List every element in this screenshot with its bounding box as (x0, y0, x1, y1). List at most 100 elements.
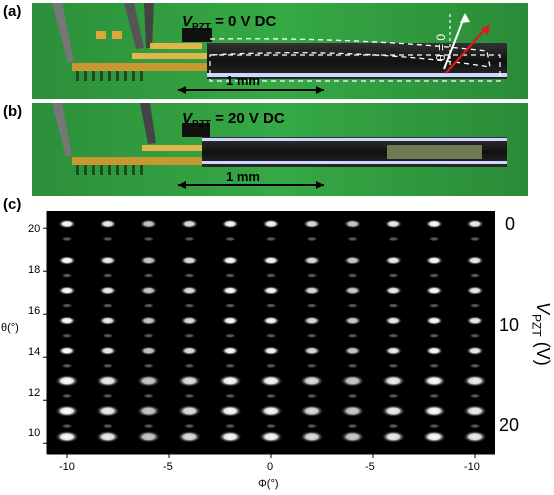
diffraction-spot (58, 346, 76, 356)
diffraction-spot (183, 393, 196, 399)
diffraction-spot (428, 423, 441, 429)
diffraction-spot (265, 303, 277, 309)
right-axis-title: VPZT (V) (529, 302, 553, 366)
diffraction-spot (101, 236, 114, 242)
diffraction-spot (136, 404, 161, 417)
diffraction-spot (55, 430, 79, 443)
diffraction-spot (259, 404, 283, 417)
diffraction-spot (177, 430, 202, 443)
diffraction-spot (302, 286, 321, 296)
panel-b-voltage-label: VPZT = 20 V DC (182, 110, 285, 130)
diffraction-spot (183, 273, 196, 279)
diffraction-spot (183, 303, 196, 309)
diffraction-spot (221, 219, 240, 229)
diffraction-spot (466, 346, 484, 356)
diffraction-spot (428, 333, 441, 339)
diffraction-spot (95, 374, 120, 387)
diffraction-spot (340, 374, 365, 387)
diffraction-spot (422, 430, 447, 443)
diffraction-spot (55, 374, 79, 387)
diffraction-spot (55, 404, 79, 417)
diffraction-spot (469, 273, 481, 279)
panel-a-photo: VPZT = 0 V DC 1 mm θ = 0 (32, 3, 528, 99)
diffraction-spot (463, 374, 487, 387)
diffraction-spot (61, 333, 73, 339)
right-tick-20: 20 (499, 415, 520, 435)
diffraction-spot (302, 219, 321, 229)
diffraction-spot (101, 393, 114, 399)
diffraction-spot (463, 430, 487, 443)
diffraction-spot (142, 303, 155, 309)
x-tick-3: 0 (267, 461, 274, 473)
diffraction-spot (265, 333, 277, 339)
diffraction-spot (469, 423, 481, 429)
diffraction-spot (466, 286, 484, 296)
y-tick-12: 12 (28, 387, 41, 399)
diffraction-spot (259, 430, 283, 443)
diffraction-spot (183, 236, 196, 242)
diffraction-spot (139, 346, 158, 356)
diffraction-spot (469, 236, 481, 242)
diffraction-spot (98, 286, 117, 296)
diffraction-spot (142, 363, 155, 369)
diffraction-spot (425, 255, 444, 265)
diffraction-spot (224, 273, 237, 279)
diffraction-spot (262, 316, 280, 326)
diffraction-spot (384, 286, 403, 296)
diffraction-spot (299, 430, 324, 443)
diffraction-spot (224, 423, 237, 429)
diffraction-spot (224, 236, 237, 242)
diffraction-spot (305, 363, 318, 369)
x-tick-1: -10 (59, 461, 75, 473)
diffraction-spot (469, 333, 481, 339)
diffraction-spot (61, 303, 73, 309)
diffraction-spot (177, 374, 202, 387)
diffraction-spot (183, 333, 196, 339)
diffraction-spot (142, 236, 155, 242)
diffraction-spot (95, 430, 120, 443)
diffraction-spot (425, 219, 444, 229)
diffraction-spot (262, 346, 280, 356)
diffraction-spot (387, 363, 400, 369)
diffraction-pattern (47, 211, 495, 454)
diffraction-spot (61, 236, 73, 242)
diffraction-spot (265, 273, 277, 279)
panel-b-image (32, 103, 528, 196)
x-tick-5: -10 (464, 461, 480, 473)
diffraction-spot (221, 346, 240, 356)
y-tick-20: 20 (28, 223, 41, 235)
diffraction-spot (343, 219, 362, 229)
diffraction-spot (305, 273, 318, 279)
diffraction-spot (101, 363, 114, 369)
diffraction-spot (180, 346, 199, 356)
y-tick-18: 18 (28, 264, 41, 276)
y-tick-10: 10 (28, 427, 41, 439)
diffraction-spot (98, 316, 117, 326)
diffraction-spot (384, 346, 403, 356)
diffraction-spot (101, 423, 114, 429)
diffraction-spot (469, 303, 481, 309)
diffraction-spot (61, 423, 73, 429)
panel-a-label: (a) (3, 3, 22, 20)
diffraction-spot (265, 236, 277, 242)
right-tick-10: 10 (499, 315, 520, 335)
x-axis-label: Φ(°) (258, 478, 279, 490)
diffraction-spot (384, 219, 403, 229)
diffraction-spot (346, 333, 359, 339)
diffraction-spot (61, 363, 73, 369)
diffraction-spot (469, 363, 481, 369)
x-tick-4: -5 (365, 461, 375, 473)
y-axis (43, 211, 48, 454)
diffraction-spot (136, 430, 161, 443)
diffraction-spot (305, 423, 318, 429)
diffraction-spot (381, 430, 406, 443)
diffraction-spot (58, 286, 76, 296)
diffraction-spot (302, 346, 321, 356)
diffraction-spot (139, 286, 158, 296)
diffraction-spot (422, 404, 447, 417)
diffraction-spot (305, 236, 318, 242)
diffraction-spot (61, 273, 73, 279)
panel-a-voltage-label: VPZT = 0 V DC (182, 13, 277, 33)
diffraction-spot (346, 236, 359, 242)
panel-b-scale-label: 1 mm (226, 169, 260, 184)
